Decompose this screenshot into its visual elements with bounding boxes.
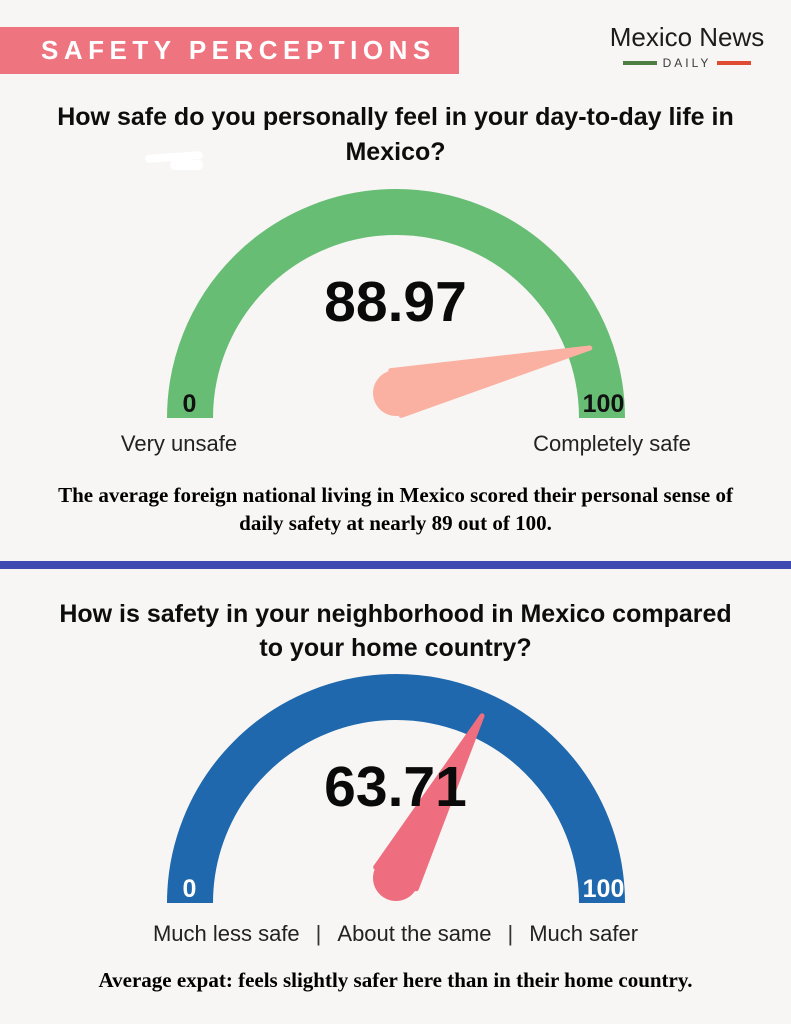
header: SAFETY PERCEPTIONS Mexico News DAILY xyxy=(0,0,791,92)
logo-daily-label: DAILY xyxy=(662,56,712,70)
scale-label-completely-safe: Completely safe xyxy=(533,431,691,456)
gauge-scale-labels: Very unsafe Completely safe xyxy=(0,431,791,459)
logo-wordmark: Mexico News xyxy=(609,22,765,52)
gauge-min-tick: 0 xyxy=(182,874,197,903)
caption-personal-safety: The average foreign national living in M… xyxy=(58,483,733,536)
gauge-max-tick: 100 xyxy=(582,390,625,418)
question-title-personal-safety: How safe do you personally feel in your … xyxy=(57,103,734,166)
logo-daily-row: DAILY xyxy=(609,56,765,70)
scale-label-much-safer: Much safer xyxy=(529,920,639,946)
gauge-arc-and-needle xyxy=(166,189,625,419)
page-title: SAFETY PERCEPTIONS xyxy=(41,35,436,65)
section-neighborhood-safety: How is safety in your neighborhood in Me… xyxy=(0,597,791,994)
gauge-min-tick: 0 xyxy=(182,390,197,418)
gauge-personal-safety: 88.97 0 100 xyxy=(161,185,631,425)
question-title-neighborhood-safety: How is safety in your neighborhood in Me… xyxy=(59,599,732,663)
section-personal-safety: How safe do you personally feel in your … xyxy=(0,100,791,538)
scale-label-about-the-same: About the same xyxy=(337,920,492,946)
scale-label-much-less-safe: Much less safe xyxy=(152,920,300,946)
gauge-max-tick: 100 xyxy=(582,874,625,903)
white-smudge-artifact xyxy=(170,160,203,170)
logo-red-line-icon xyxy=(717,61,752,65)
mexico-news-daily-logo: Mexico News DAILY xyxy=(609,22,765,70)
scale-separator: | xyxy=(315,920,322,946)
gauge-arc-and-needle xyxy=(166,673,625,903)
gauge-neighborhood-safety: 63.71 0 100 xyxy=(161,670,631,910)
scale-separator: | xyxy=(507,920,514,946)
logo-green-line-icon xyxy=(622,61,657,65)
section-divider xyxy=(0,560,791,569)
caption-neighborhood-safety: Average expat: feels slightly safer here… xyxy=(98,967,693,992)
gauge-scale-labels: Much less safe | About the same | Much s… xyxy=(0,920,791,948)
gauge-value-neighborhood-safety: 63.71 xyxy=(324,754,467,819)
scale-label-very-unsafe: Very unsafe xyxy=(120,431,238,456)
title-banner: SAFETY PERCEPTIONS xyxy=(0,27,459,74)
gauge-value-personal-safety: 88.97 xyxy=(324,270,467,334)
